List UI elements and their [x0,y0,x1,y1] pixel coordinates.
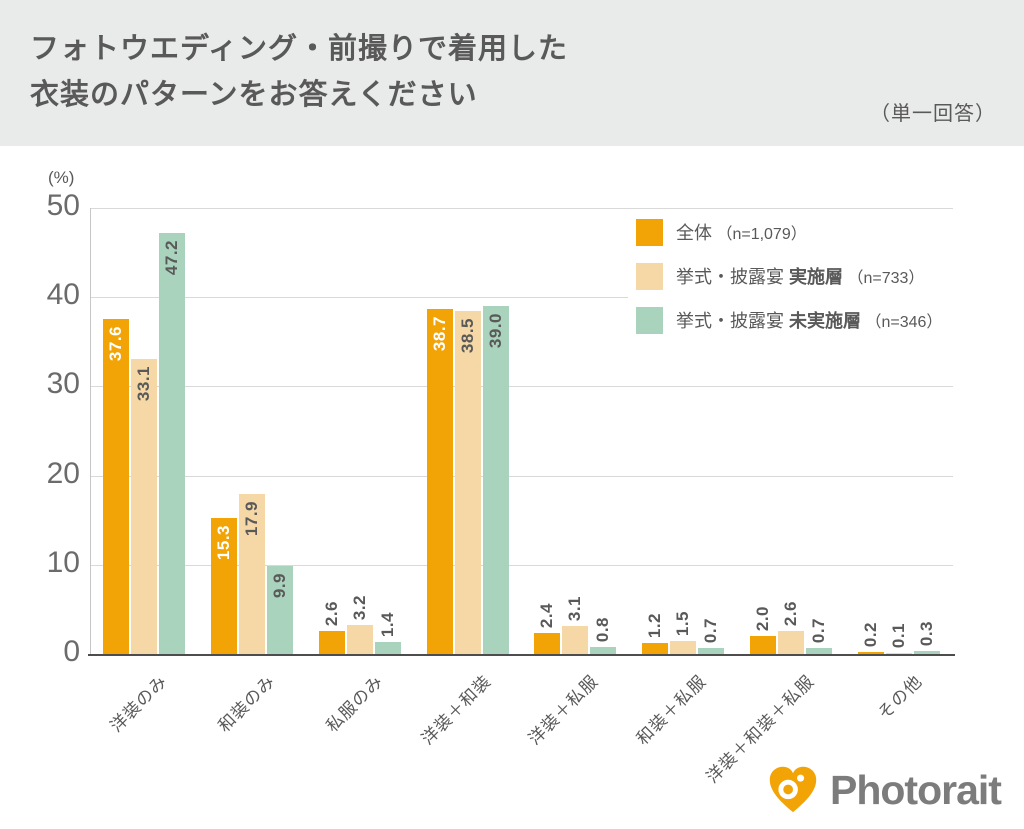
bar-value-label: 17.9 [242,501,261,537]
bar: 1.2 [642,613,668,654]
legend-label: 挙式・披露宴 実施層 （n=733） [676,267,925,287]
gridline [90,475,953,477]
brand-name: Photorait [830,766,1002,813]
bar-value-label: 3.2 [350,594,369,620]
bar-value-label: 38.7 [430,316,449,352]
x-axis-label: 和装＋私服 [633,671,711,749]
bar-value-label: 0.8 [593,616,612,642]
bar: 39.0 [483,306,509,654]
gridline [90,386,953,388]
legend-swatch [636,306,663,334]
bar: 38.7 [427,309,453,654]
brand-logo: Photorait [766,762,1002,818]
bar-value-label: 2.6 [781,600,800,626]
bar-value-label: 3.1 [565,595,584,621]
bar: 0.1 [886,623,912,654]
bar-value-label: 0.7 [809,617,828,643]
bar: 17.9 [239,494,265,654]
bar: 0.7 [698,618,724,654]
bar: 2.0 [750,606,776,654]
bar-value-label: 9.9 [270,573,289,599]
gridline [90,297,953,299]
legend-sample-size: （n=1,079） [712,226,807,243]
bar: 0.3 [914,621,940,654]
bar: 1.4 [375,612,401,654]
bar: 15.3 [211,518,237,654]
x-axis-label: その他 [874,671,927,724]
bar-value-label: 0.2 [861,621,880,647]
bar-value-label: 38.5 [458,318,477,354]
bar-value-label: 39.0 [486,313,505,349]
x-axis-label: 和装のみ [214,671,279,736]
legend-swatch [636,218,663,246]
legend-item: 全体 （n=1,079） [636,218,807,246]
x-axis-label: 私服のみ [322,671,387,736]
x-axis-line [88,654,955,656]
bar: 0.2 [858,622,884,654]
legend-item: 挙式・披露宴 実施層 （n=733） [636,262,924,290]
y-axis-tick: 40 [46,278,80,312]
bar: 1.5 [670,611,696,654]
bar: 3.2 [347,595,373,654]
legend-label: 挙式・披露宴 未実施層 （n=346） [676,311,943,331]
bar: 47.2 [159,233,185,654]
bar-value-label: 15.3 [214,525,233,561]
legend-swatch [636,262,663,290]
bar-value-label: 1.2 [645,612,664,638]
bar-value-label: 0.7 [701,617,720,643]
x-axis-label: 洋装＋和装 [417,671,495,749]
bar: 33.1 [131,359,157,654]
bar-value-label: 0.3 [917,620,936,646]
gridline [90,564,953,566]
y-axis-unit-label: (%) [48,168,75,187]
photorait-heart-icon [769,766,817,813]
bar-value-label: 2.0 [753,605,772,631]
bar: 2.6 [778,601,804,654]
legend-sample-size: （n=346） [861,314,943,331]
legend-item: 挙式・披露宴 未実施層 （n=346） [636,306,942,334]
bar: 37.6 [103,319,129,654]
bar: 38.5 [455,311,481,654]
page-title-line1: フォトウエディング・前撮りで着用した [30,33,568,65]
bar-value-label: 33.1 [134,366,153,402]
bar-value-label: 2.6 [322,600,341,626]
y-axis-tick: 10 [46,545,80,579]
legend-sample-size: （n=733） [843,270,925,287]
bar-value-label: 47.2 [162,240,181,276]
gridline [90,208,953,209]
bar: 9.9 [267,566,293,654]
bar-value-label: 1.5 [673,610,692,636]
bar-value-label: 1.4 [378,611,397,637]
answer-type-note: （単一回答） [870,103,996,125]
bar: 2.6 [319,601,345,654]
bar: 0.7 [806,618,832,654]
y-axis-tick: 20 [46,456,80,490]
bar: 0.8 [590,617,616,654]
bar-value-label: 0.1 [889,622,908,648]
header: フォトウエディング・前撮りで着用した 衣装のパターンをお答えください （単一回答… [0,0,1024,146]
x-axis-label: 洋装＋私服 [525,671,603,749]
bar-value-label: 37.6 [106,326,125,362]
legend-label: 全体 （n=1,079） [676,223,807,243]
y-axis-tick: 0 [63,635,80,668]
y-axis-tick: 30 [46,367,80,401]
chart-legend: 全体 （n=1,079） 挙式・披露宴 実施層 （n=733） 挙式・披露宴 未実施… [628,209,1012,347]
bar: 2.4 [534,603,560,654]
x-axis-label: 洋装のみ [106,671,171,736]
y-axis-tick: 50 [46,189,80,222]
bar: 3.1 [562,596,588,654]
y-axis-line [90,208,91,654]
page-title-line2: 衣装のパターンをお答えください [30,79,478,112]
bar-value-label: 2.4 [537,602,556,628]
